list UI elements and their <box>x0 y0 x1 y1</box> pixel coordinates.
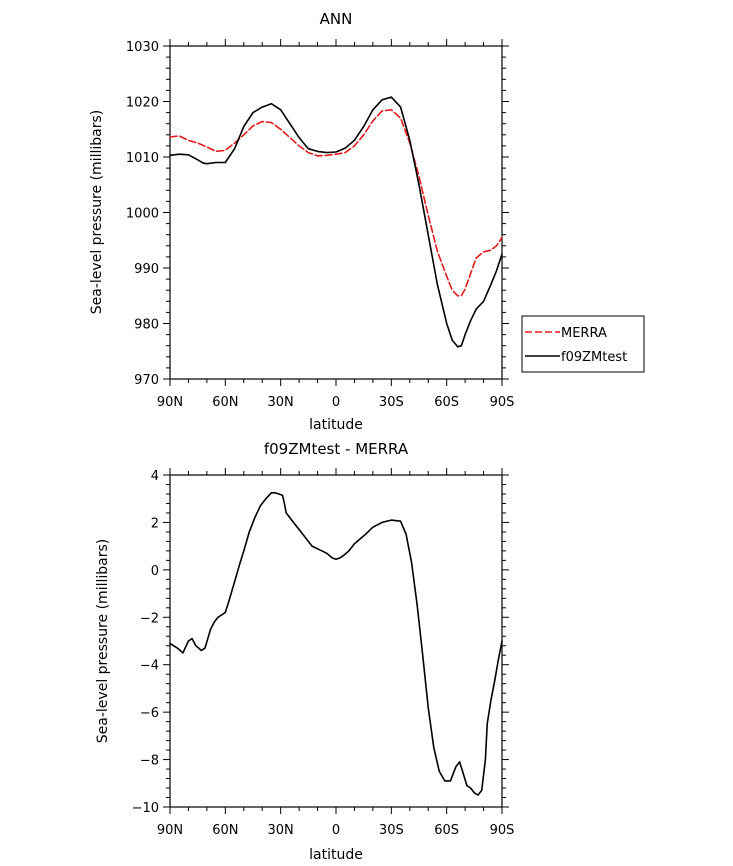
y-tick-label: 1030 <box>126 40 159 55</box>
x-tick-labels: 90N 60N 30N 0 30S 60S 90S <box>157 395 515 410</box>
y-tick-label: 1000 <box>126 207 159 222</box>
x-axis-label: latitude <box>309 847 363 863</box>
y-tick-label: −2 <box>140 611 159 626</box>
x-tick-label: 60S <box>434 395 459 410</box>
y-tick-label: 980 <box>134 318 159 333</box>
y-tick-labels: −10 −8 −6 −4 −2 0 2 4 <box>132 469 159 816</box>
y-axis-label: Sea-level pressure (millibars) <box>95 539 111 743</box>
legend-label-merra: MERRA <box>561 326 607 341</box>
y-tick-label: 1020 <box>126 96 159 111</box>
axis-ticks <box>163 468 509 814</box>
x-tick-label: 60S <box>434 823 459 838</box>
series-line-f09zmtest <box>169 96 503 348</box>
series-line-merra <box>169 109 503 297</box>
x-tick-label: 30N <box>268 823 294 838</box>
y-tick-label: −6 <box>140 706 159 721</box>
y-tick-label: 990 <box>134 262 159 277</box>
x-tick-label: 0 <box>332 395 340 410</box>
x-tick-label: 60N <box>212 395 238 410</box>
chart-title: ANN <box>320 10 353 28</box>
x-tick-label: 30N <box>268 395 294 410</box>
x-tick-label: 60N <box>212 823 238 838</box>
y-tick-label: 970 <box>134 373 159 388</box>
x-tick-labels: 90N 60N 30N 0 30S 60S 90S <box>157 823 515 838</box>
y-tick-label: 2 <box>151 516 159 531</box>
y-tick-label: −10 <box>132 801 159 816</box>
x-tick-label: 90N <box>157 823 183 838</box>
x-tick-label: 90S <box>490 395 515 410</box>
x-axis-label: latitude <box>309 417 363 433</box>
chart-title: f09ZMtest - MERRA <box>264 440 409 458</box>
series-group <box>169 96 503 348</box>
series-group <box>169 491 503 796</box>
y-tick-label: 1010 <box>126 151 159 166</box>
y-tick-label: −4 <box>140 659 159 674</box>
y-tick-label: 0 <box>151 564 159 579</box>
y-tick-label: −8 <box>140 754 159 769</box>
x-tick-label: 90N <box>157 395 183 410</box>
slp-difference-chart: f09ZMtest - MERRA −10 −8 −6 −4 −2 0 2 4 90N 60N 3… <box>95 440 514 863</box>
y-axis-label: Sea-level pressure (millibars) <box>89 110 105 314</box>
x-tick-label: 30S <box>379 823 404 838</box>
axis-ticks <box>163 39 509 386</box>
y-tick-labels: 970 980 990 1000 1010 1020 1030 <box>126 40 159 388</box>
series-line-difference <box>169 491 503 796</box>
plot-frame <box>169 474 503 808</box>
slp-annual-chart: ANN 970 980 990 1000 1010 1020 1030 90N 60N 30N 0… <box>89 10 645 433</box>
x-tick-label: 0 <box>332 823 340 838</box>
legend: MERRA f09ZMtest <box>521 315 645 373</box>
legend-box <box>521 315 645 373</box>
x-tick-label: 30S <box>379 395 404 410</box>
plot-frame <box>169 45 503 380</box>
y-tick-label: 4 <box>151 469 159 484</box>
legend-label-f09zmtest: f09ZMtest <box>561 350 627 365</box>
x-tick-label: 90S <box>490 823 515 838</box>
